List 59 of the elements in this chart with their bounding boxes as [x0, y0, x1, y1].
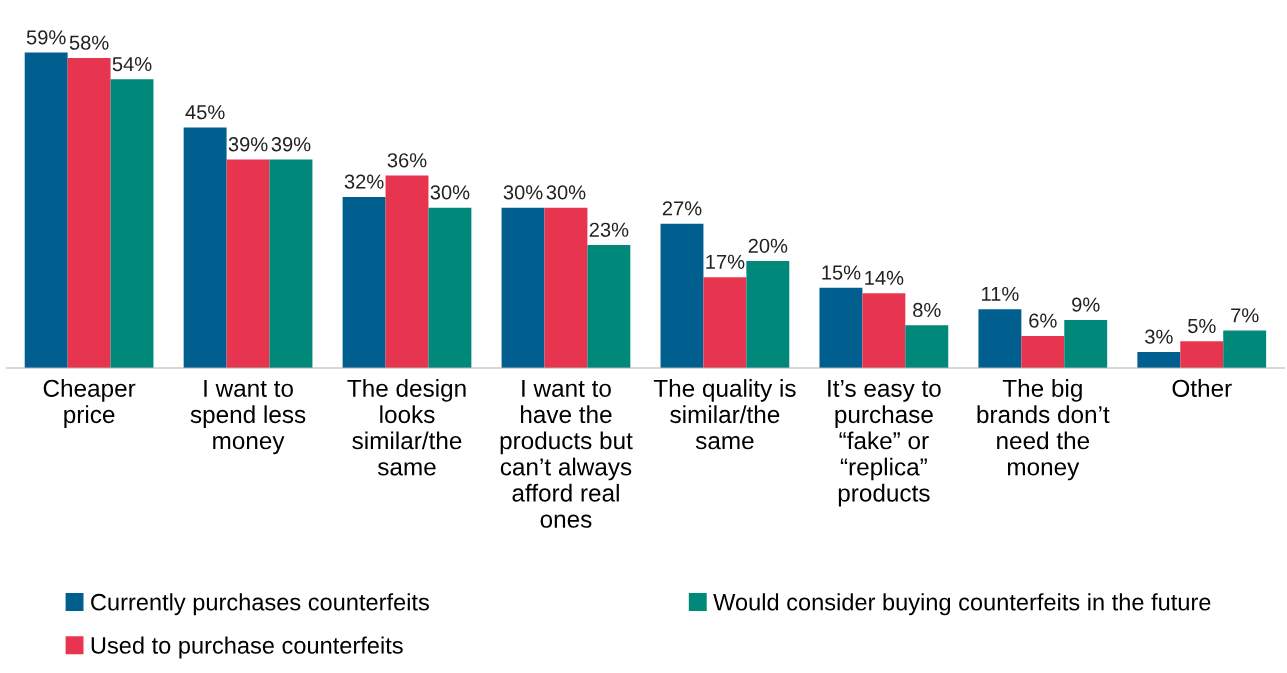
bar — [1064, 319, 1108, 368]
bar — [819, 287, 863, 368]
x-tick-label: It’s easy to purchase “fake” or “replica” products — [828, 380, 941, 507]
x-tick-label: I want to spend less money — [190, 380, 306, 455]
legend-label: Used to purchase counterfeits — [91, 636, 403, 659]
data-label: 59% — [26, 30, 66, 45]
data-label: 11% — [982, 286, 1019, 301]
data-label: 30% — [430, 185, 470, 200]
bar — [269, 159, 313, 368]
bar — [660, 223, 704, 368]
data-label: 54% — [112, 57, 152, 72]
bar — [703, 277, 747, 368]
data-label: 17% — [706, 254, 745, 269]
data-label: 32% — [344, 174, 384, 189]
bar — [1137, 351, 1181, 368]
bar — [978, 309, 1022, 368]
x-tick-label: Other — [1172, 379, 1232, 397]
data-label: 58% — [69, 35, 109, 50]
data-label: 23% — [589, 222, 629, 237]
data-label: 14% — [865, 270, 904, 285]
legend-label: Currently purchases counterfeits — [91, 593, 429, 616]
data-label: 5% — [1188, 318, 1216, 334]
legend-label: Would consider buying counterfeits in the future — [713, 593, 1211, 616]
x-tick-label: The design looks similar/the same — [347, 379, 466, 476]
data-label: 30% — [546, 185, 586, 200]
bar — [342, 196, 386, 368]
data-label: 8% — [913, 302, 941, 318]
bar — [183, 127, 227, 368]
bar — [1021, 335, 1065, 368]
data-label: 39% — [271, 137, 311, 152]
bar — [385, 175, 429, 368]
data-label: 45% — [185, 105, 225, 120]
data-label: 9% — [1072, 297, 1100, 312]
bar — [862, 293, 906, 368]
x-tick-label: I want to have the products but can’t always afford real ones — [500, 380, 633, 528]
bar — [587, 245, 631, 368]
bar — [1180, 341, 1224, 368]
data-label: 20% — [748, 238, 788, 253]
bar — [67, 57, 111, 368]
bar — [428, 207, 472, 368]
bar — [501, 207, 545, 368]
data-label: 36% — [387, 153, 427, 168]
data-label: 30% — [503, 185, 543, 200]
data-label: 39% — [228, 137, 268, 152]
x-tick-label: The quality is similar/the same — [653, 379, 796, 450]
bar — [746, 261, 790, 368]
bar — [110, 79, 154, 368]
data-label: 6% — [1029, 313, 1057, 328]
bar — [24, 52, 68, 368]
data-label: 15% — [822, 265, 861, 280]
x-tick-label: The big brands don’t need the money — [977, 379, 1110, 481]
bar — [1223, 330, 1267, 368]
x-tick-label: Cheaper price — [43, 379, 136, 428]
bar — [226, 159, 270, 368]
bar — [544, 207, 588, 368]
bar — [905, 325, 949, 368]
data-label: 7% — [1231, 308, 1259, 323]
data-label: 3% — [1145, 329, 1173, 344]
data-label: 27% — [662, 201, 702, 216]
